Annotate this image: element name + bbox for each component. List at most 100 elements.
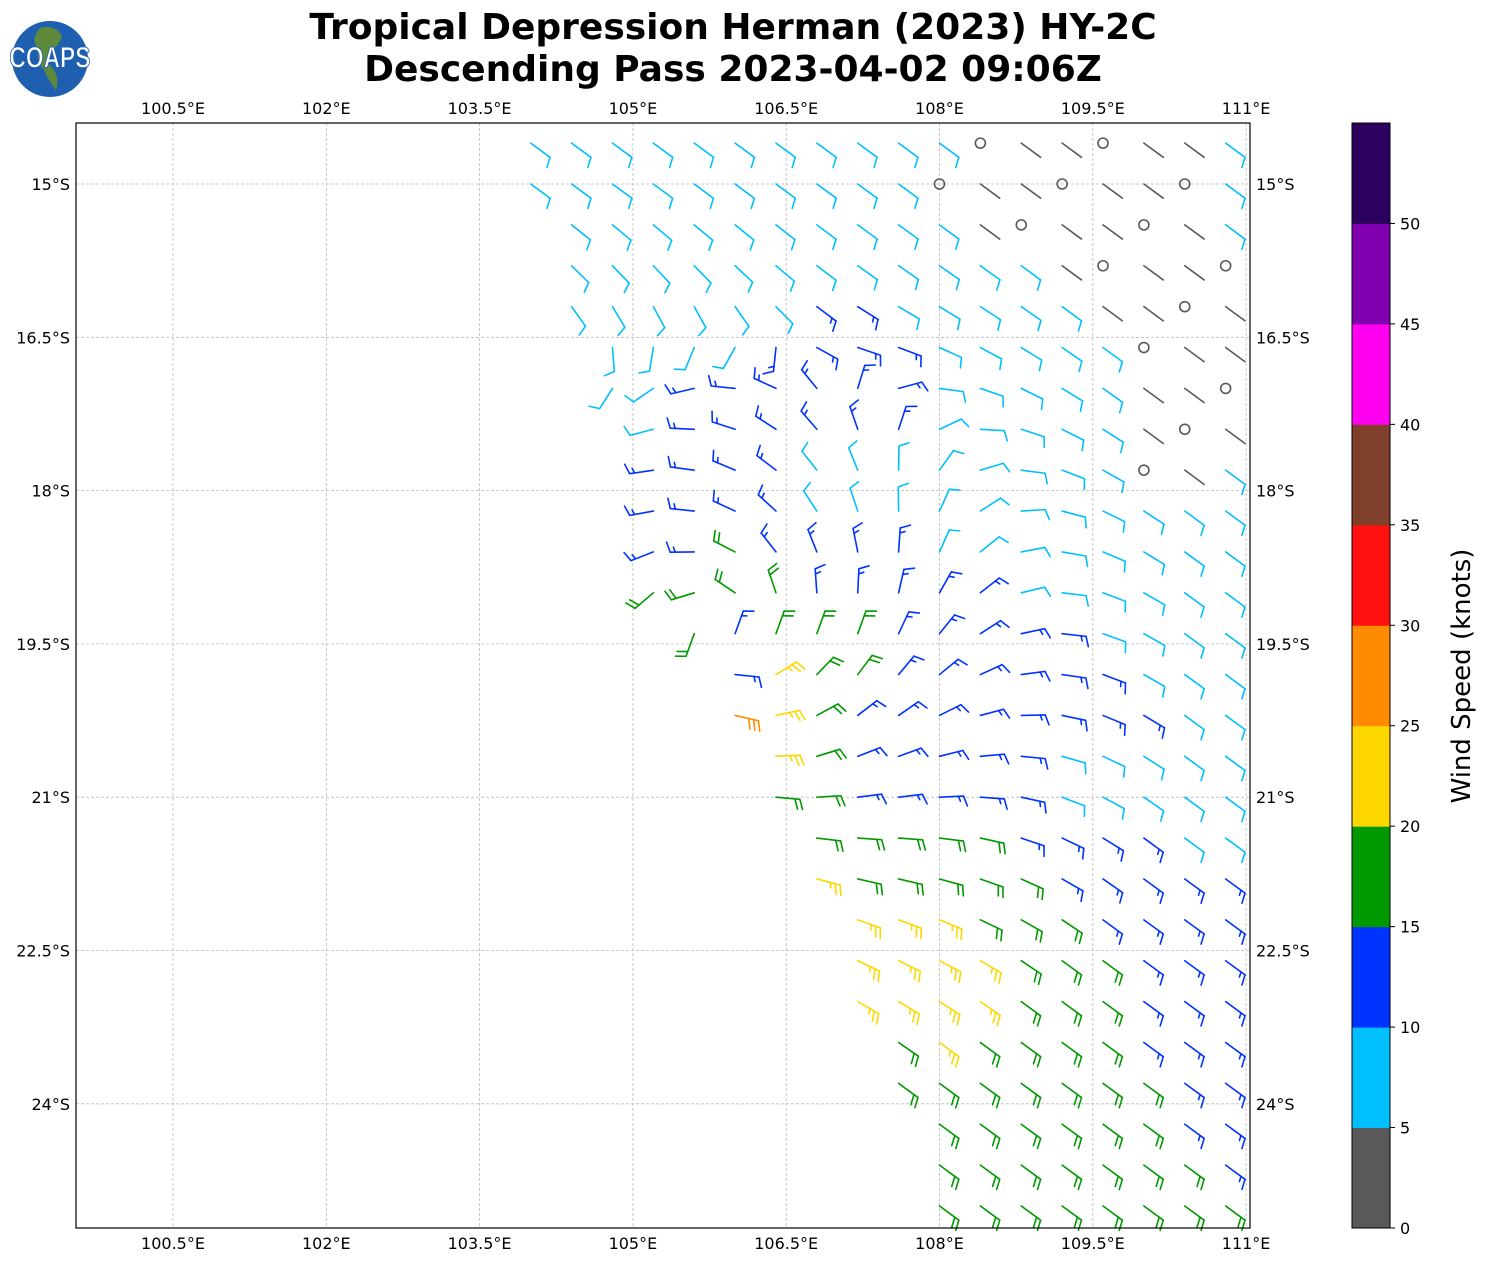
wind-barb <box>1061 305 1083 332</box>
barb-feather <box>995 927 999 940</box>
barb-staff <box>979 1041 1001 1058</box>
lon-tick-label-bottom: 111°E <box>1222 1234 1271 1253</box>
wind-barb <box>1143 1041 1165 1068</box>
barb-feather <box>914 1096 919 1109</box>
barb-feather <box>962 390 967 403</box>
calm-circle <box>1097 259 1109 272</box>
barb-staff <box>1224 837 1246 854</box>
barb-feather <box>1155 1093 1161 1106</box>
barb-feather <box>1200 606 1205 618</box>
wind-barb <box>775 709 806 722</box>
wind-barb <box>979 224 1001 240</box>
barb-feather <box>950 1052 956 1065</box>
barb-staff <box>938 919 963 930</box>
barb-feather <box>1123 723 1126 737</box>
barb-feather <box>1159 1055 1165 1068</box>
barb-staff <box>979 1205 1001 1221</box>
barb-feather <box>623 282 630 294</box>
wind-barb <box>816 142 838 169</box>
lon-tick-label-top: 109.5°E <box>1061 99 1125 118</box>
barb-feather <box>832 656 844 663</box>
barb-feather <box>914 238 919 250</box>
wind-barb <box>775 610 796 635</box>
lon-tick-label-top: 100.5°E <box>141 99 205 118</box>
barb-staff <box>938 387 965 393</box>
barb-staff <box>979 919 1003 931</box>
barb-feather <box>996 1014 1001 1027</box>
barb-feather <box>834 882 837 896</box>
barb-staff <box>856 568 860 594</box>
barb-feather <box>1085 594 1090 607</box>
barb-feather <box>1032 1093 1038 1106</box>
lon-tick-label-top: 102°E <box>302 99 351 118</box>
barb-staff <box>1020 755 1046 760</box>
wind-barb <box>979 577 1009 594</box>
wind-barb <box>775 754 805 767</box>
wind-barb <box>816 794 846 807</box>
barb-feather <box>712 449 715 462</box>
barb-feather <box>832 320 837 332</box>
wind-barb <box>1143 632 1166 657</box>
barb-feather <box>1044 472 1049 485</box>
barb-staff <box>693 264 712 284</box>
barb-feather <box>1159 1014 1165 1027</box>
wind-barb <box>1224 1041 1246 1068</box>
barb-feather <box>832 238 837 251</box>
wind-barb <box>897 1082 919 1109</box>
barb-staff <box>856 746 881 758</box>
barb-feather <box>873 197 878 210</box>
barb-staff <box>648 346 655 372</box>
barb-feather <box>1161 726 1166 739</box>
chart-title-line2: Descending Pass 2023-04-02 09:06Z <box>364 49 1102 90</box>
barb-feather <box>956 1013 961 1026</box>
wind-barb <box>938 346 963 369</box>
wind-barb <box>712 449 736 471</box>
wind-barb <box>802 481 818 512</box>
barb-feather <box>794 754 800 767</box>
barb-staff <box>1143 183 1165 199</box>
barb-feather <box>1077 1014 1083 1027</box>
barb-staff <box>1224 1000 1246 1017</box>
barb-feather <box>1158 724 1161 732</box>
barb-feather <box>1117 847 1120 855</box>
wind-barb <box>1224 1123 1246 1150</box>
chart-title-line1: Tropical Depression Herman (2023) HY-2C <box>309 7 1157 48</box>
barb-staff <box>801 450 818 471</box>
barb-feather <box>998 972 1002 985</box>
wind-barb <box>753 367 777 390</box>
barb-feather <box>1200 1096 1205 1109</box>
colorbar-bin <box>1352 826 1390 928</box>
barb-feather <box>962 795 969 807</box>
barb-feather <box>1118 974 1124 986</box>
barb-staff <box>1143 591 1166 606</box>
barb-feather <box>1155 1134 1161 1147</box>
barb-staff <box>669 427 696 431</box>
lat-tick-label-right: 15°S <box>1256 175 1295 194</box>
barb-staff <box>847 447 859 471</box>
wind-barb <box>712 489 736 512</box>
barb-staff <box>775 754 801 758</box>
barb-staff <box>1061 305 1083 322</box>
barb-staff <box>816 837 842 842</box>
barb-feather <box>759 413 763 420</box>
wind-barb <box>979 1041 1001 1068</box>
wind-barb <box>775 305 794 335</box>
barb-feather <box>1080 890 1084 903</box>
barb-feather <box>1039 930 1043 943</box>
barb-staff <box>938 1000 961 1016</box>
barb-feather <box>760 523 768 534</box>
wind-barb <box>1224 837 1246 864</box>
barb-staff <box>816 703 839 717</box>
barb-feather <box>627 197 633 210</box>
barb-staff <box>630 551 655 562</box>
barb-feather <box>1032 1216 1038 1229</box>
wind-barb <box>1061 796 1086 818</box>
wind-barb <box>1102 183 1124 199</box>
lon-tick-label-bottom: 103.5°E <box>448 1234 512 1253</box>
barb-staff <box>1061 224 1083 240</box>
wind-barb <box>938 749 970 761</box>
wind-barb <box>816 183 838 210</box>
barb-feather <box>790 238 796 251</box>
barb-staff <box>1224 673 1246 690</box>
wind-barb <box>1102 1164 1124 1191</box>
